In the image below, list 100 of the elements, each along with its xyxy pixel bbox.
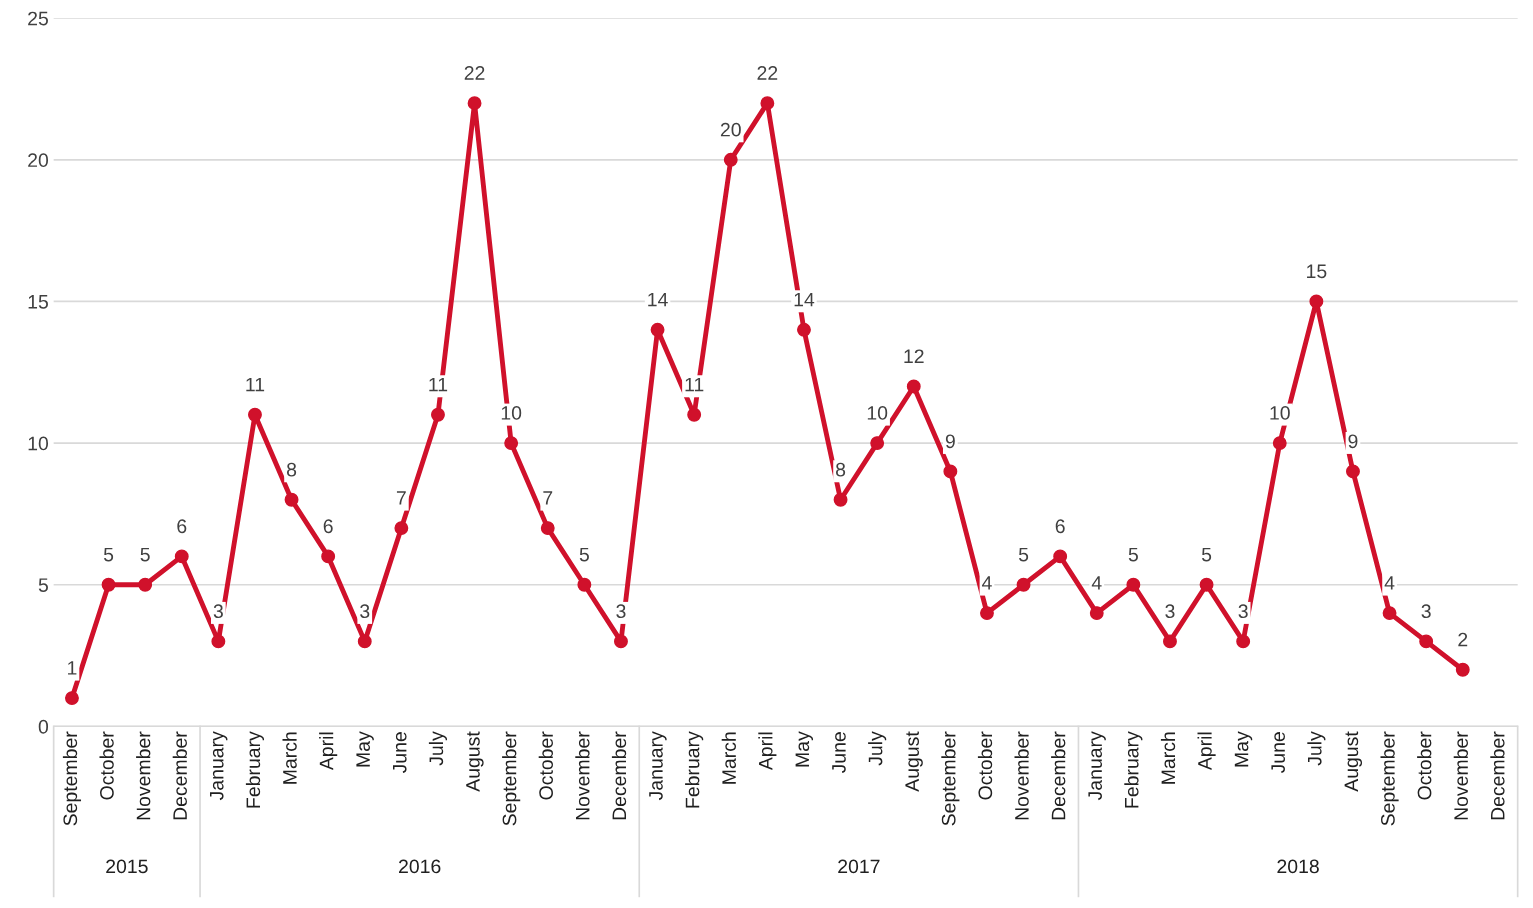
- point: [1455, 662, 1470, 677]
- point: [650, 322, 665, 337]
- x-tick-label: September: [62, 731, 82, 826]
- x-tick-label: June: [393, 732, 407, 774]
- x-tick-label: March: [282, 732, 297, 784]
- point: [540, 521, 555, 536]
- data-label: 6: [1055, 519, 1065, 534]
- x-tick-label: November: [1014, 731, 1029, 820]
- point: [1163, 634, 1177, 649]
- data-label: 9: [945, 434, 955, 449]
- point: [833, 492, 848, 507]
- point: [248, 407, 262, 422]
- data-label: 1: [68, 661, 77, 675]
- text: 2015: [106, 859, 148, 874]
- x-tick-label: July: [428, 731, 448, 766]
- point: [431, 407, 445, 422]
- data-label: 5: [1201, 547, 1212, 562]
- data-label: 4: [1384, 576, 1395, 590]
- point: [1089, 606, 1104, 621]
- point: [321, 549, 336, 564]
- data-label: 7: [396, 491, 406, 505]
- data-label: 10: [867, 406, 888, 420]
- point: [357, 634, 372, 649]
- point: [797, 322, 811, 337]
- x-tick-label: March: [1160, 732, 1176, 784]
- x-tick-label: December: [172, 731, 187, 820]
- data-label: 11: [429, 377, 448, 392]
- x-tick-label: December: [1051, 731, 1066, 820]
- x-tick-label: May: [1234, 731, 1253, 767]
- data-label: 14: [794, 292, 815, 307]
- data-label: 3: [213, 604, 223, 619]
- point: [284, 492, 299, 507]
- point: [467, 96, 482, 111]
- x-tick-label: August: [466, 731, 484, 792]
- x-tick-label: May: [356, 731, 374, 767]
- data-label: 4: [982, 576, 992, 590]
- data-label: 6: [177, 519, 187, 534]
- y-tick-label: 5: [38, 578, 48, 592]
- x-tick-label: September: [1380, 731, 1399, 826]
- y-tick-label: 25: [28, 11, 48, 26]
- text: 2017: [838, 859, 880, 874]
- x-tick-label: January: [1088, 731, 1106, 801]
- data-label: 12: [904, 349, 924, 363]
- y-tick-label: 20: [28, 153, 49, 168]
- x-tick-label: September: [502, 731, 521, 826]
- x-tick-label: January: [210, 731, 228, 801]
- point: [65, 691, 79, 706]
- data-label: 5: [1018, 547, 1029, 562]
- text: 2016: [399, 859, 441, 874]
- data-label: 8: [836, 462, 846, 477]
- x-tick-label: October: [538, 731, 553, 800]
- data-label: 5: [103, 547, 114, 562]
- point: [980, 606, 994, 621]
- data-label: 7: [543, 491, 553, 505]
- data-label: 14: [648, 292, 668, 307]
- data-label: 11: [246, 377, 265, 392]
- x-tick-label: February: [1124, 731, 1143, 808]
- x-tick-label: June: [832, 732, 846, 774]
- x-tick-label: August: [905, 731, 923, 792]
- point: [211, 634, 226, 649]
- point: [614, 634, 628, 649]
- data-label: 11: [685, 377, 704, 392]
- data-label: 8: [287, 462, 297, 477]
- x-tick-label: November: [136, 731, 151, 820]
- data-label: 22: [464, 66, 485, 80]
- point: [394, 521, 409, 536]
- point: [1382, 606, 1397, 621]
- x-tick-label: September: [941, 731, 960, 826]
- point: [943, 464, 958, 479]
- data-label: 3: [1238, 604, 1248, 619]
- point: [138, 577, 153, 592]
- x-tick-label: August: [1344, 731, 1363, 792]
- x-tick-label: February: [245, 731, 265, 808]
- point: [870, 436, 885, 451]
- data-label: 15: [1307, 264, 1327, 279]
- x-tick-label: June: [1271, 732, 1285, 774]
- point: [906, 379, 921, 394]
- data-label: 3: [616, 604, 626, 619]
- x-tick-label: October: [99, 731, 114, 800]
- point: [723, 152, 738, 167]
- data-label: 2: [1458, 632, 1468, 647]
- y-tick-label: 10: [28, 436, 49, 451]
- x-tick-label: November: [575, 731, 590, 820]
- data-label: 22: [757, 66, 778, 80]
- x-tick-label: April: [319, 732, 338, 771]
- x-tick-label: February: [685, 731, 704, 808]
- point: [1419, 634, 1434, 649]
- x-tick-label: July: [1307, 731, 1326, 766]
- data-label: 6: [323, 519, 333, 534]
- x-tick-label: October: [977, 731, 993, 800]
- data-label: 5: [140, 547, 150, 562]
- y-tick-label: 15: [28, 295, 48, 309]
- x-tick-label: January: [649, 731, 667, 801]
- x-tick-label: April: [758, 732, 777, 771]
- point: [687, 407, 702, 422]
- point: [1272, 436, 1287, 451]
- point: [1016, 577, 1031, 592]
- x-tick-label: November: [1453, 731, 1468, 820]
- point: [174, 549, 189, 564]
- y-tick-label: 0: [38, 719, 49, 734]
